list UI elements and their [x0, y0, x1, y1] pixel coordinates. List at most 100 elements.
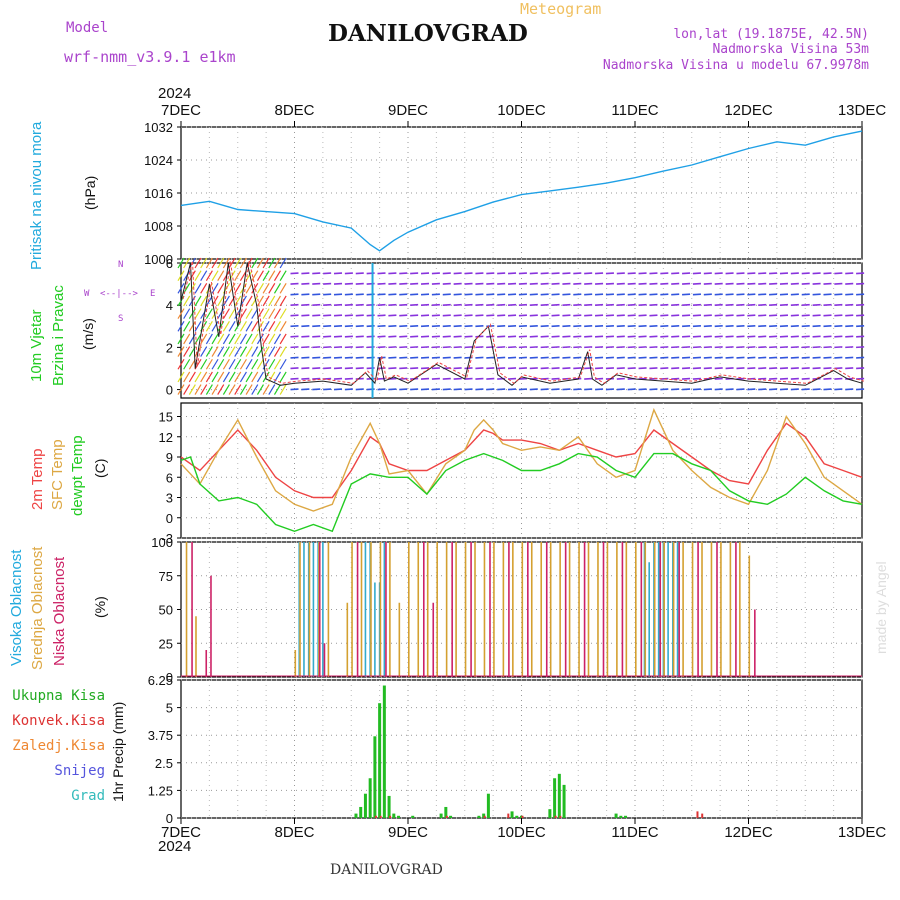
wind-barb — [834, 282, 843, 285]
wind-barb — [649, 324, 658, 328]
wind-barb — [453, 335, 462, 338]
wind-barb — [551, 335, 560, 338]
wind-barb — [834, 356, 843, 359]
wind-barb — [301, 356, 310, 359]
wind-barb — [584, 324, 593, 328]
wind-barb — [177, 384, 185, 395]
wind-barb — [486, 367, 495, 370]
wind-barb — [595, 314, 604, 317]
wind-barb — [420, 282, 430, 285]
wind-barb — [273, 358, 281, 370]
wind-barb — [239, 333, 247, 345]
x-tick-label-bottom: 13DEC — [838, 824, 887, 841]
wind-barb — [823, 324, 832, 328]
wind-barb — [333, 346, 343, 349]
wind-barb — [497, 356, 506, 359]
wind-barb — [518, 272, 527, 275]
wind-barb — [431, 272, 440, 275]
wind-barb — [682, 367, 691, 370]
wind-barb — [834, 377, 843, 380]
wind-barb — [497, 293, 506, 296]
wind-barb — [268, 308, 276, 319]
wind-barb — [834, 314, 843, 317]
wind-barb — [211, 371, 219, 383]
wind-barb — [273, 270, 281, 281]
wind-barb — [279, 308, 287, 319]
wind-barb — [834, 272, 843, 275]
wind-barb — [823, 346, 832, 349]
wind-barb — [442, 346, 451, 349]
wind-barb — [410, 282, 419, 285]
wind-barb — [388, 303, 397, 306]
cloud-ytick-label: 100 — [151, 535, 173, 550]
wind-barb — [211, 333, 219, 345]
wind-barb — [518, 335, 527, 338]
wind-barb — [268, 257, 276, 269]
wind-barb — [540, 293, 549, 296]
wind-barb — [747, 367, 756, 370]
wind-barb — [262, 346, 270, 357]
wind-barb — [703, 346, 712, 349]
wind-barb — [573, 303, 582, 306]
wind-barb — [725, 303, 734, 306]
wind-barb — [595, 293, 604, 296]
wind-barb — [573, 314, 582, 317]
wind-barb — [453, 314, 462, 317]
wind-barb — [671, 303, 680, 306]
wind-barb — [595, 367, 604, 370]
wind-barb — [194, 308, 202, 319]
wind-barb — [268, 270, 276, 281]
wind-barb — [747, 356, 756, 359]
x-tick-label-bottom: 11DEC — [611, 824, 658, 841]
wind-barb — [262, 270, 270, 281]
wind-barb — [333, 314, 343, 317]
page-title: DANILOVGRAD — [328, 20, 528, 47]
wind-barb — [584, 335, 593, 338]
wind-barb — [228, 320, 236, 332]
wind-barb — [301, 314, 310, 317]
wind-barb — [442, 324, 451, 328]
wind-barb — [638, 346, 647, 349]
wind-barb — [562, 324, 571, 328]
wind-barb — [627, 346, 636, 349]
wind-barb — [812, 388, 821, 391]
wind-barb — [660, 388, 669, 391]
cloud-ytick-label: 50 — [159, 603, 173, 618]
wind-barb — [399, 282, 408, 285]
wind-barb — [507, 377, 517, 380]
wind-barb — [736, 272, 745, 275]
wind-barb — [856, 272, 865, 275]
wind-barb — [442, 377, 451, 380]
wind-barb — [562, 272, 571, 275]
wind-barb — [845, 388, 854, 391]
wind-barb — [312, 388, 321, 391]
wind-barb — [605, 282, 614, 285]
wind-barb — [323, 324, 332, 328]
wind-barb — [507, 293, 517, 296]
wind-barb — [256, 257, 264, 269]
wind-barb — [823, 272, 832, 275]
wind-barb — [239, 257, 247, 269]
wind-barb — [845, 303, 854, 306]
wind-barb — [769, 356, 778, 359]
wind-barb — [194, 371, 202, 383]
wind-barb — [211, 270, 219, 281]
wind-barb — [507, 356, 517, 359]
wind-barb — [222, 257, 230, 269]
wind-barb — [312, 293, 321, 296]
wind-barb — [649, 388, 658, 391]
wind-barb — [779, 367, 789, 370]
wind-barb — [812, 335, 821, 338]
wind-barb — [845, 346, 854, 349]
wind-barb — [256, 320, 264, 332]
wind-barb — [769, 335, 778, 338]
wind-barb — [790, 272, 799, 275]
wind-barb — [529, 303, 538, 306]
wind-barb — [616, 314, 625, 317]
wind-barb — [682, 388, 691, 391]
wind-barb — [671, 282, 680, 285]
wind-barb — [758, 324, 767, 328]
wind-barb — [801, 314, 810, 317]
wind-barb — [388, 367, 397, 370]
